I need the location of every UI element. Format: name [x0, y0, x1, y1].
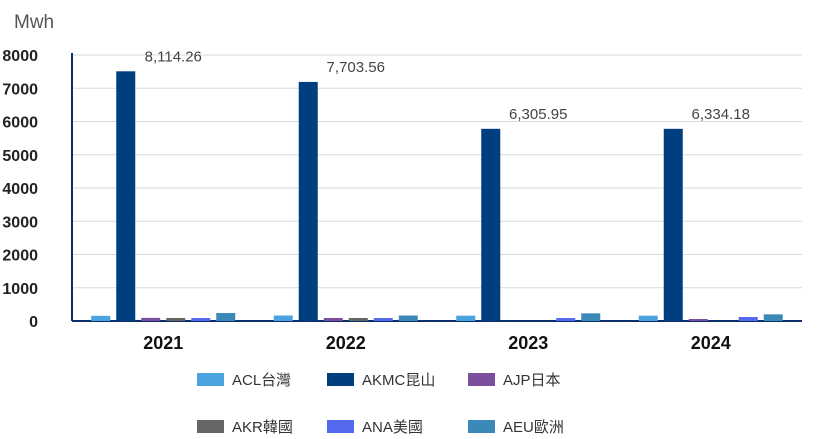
- bar-AKMC昆山-2021: [116, 71, 136, 321]
- bar-AEU歐洲-2021: [216, 313, 236, 321]
- bar-AJP日本-2024: [688, 319, 708, 321]
- bar-ACL台灣-2022: [273, 315, 293, 321]
- bar-AKMC昆山-2023: [481, 128, 501, 321]
- bar-ACL台灣-2021: [91, 315, 111, 321]
- y-tick-label: 8000: [2, 48, 38, 65]
- bar-ACL台灣-2024: [638, 315, 658, 321]
- y-tick-label: 0: [29, 314, 38, 331]
- bar-ACL台灣-2023: [456, 315, 476, 321]
- bar-AKR韓國-2022: [348, 318, 368, 321]
- x-tick-label: 2023: [508, 333, 548, 353]
- y-tick-label: 1000: [2, 281, 38, 298]
- x-tick-label: 2021: [143, 333, 183, 353]
- bar-AJP日本-2021: [141, 317, 161, 321]
- y-tick-label: 5000: [2, 148, 38, 165]
- total-data-label: 6,305.95: [509, 106, 567, 123]
- y-tick-label: 6000: [2, 115, 38, 132]
- y-tick-label: 7000: [2, 81, 38, 98]
- total-data-label: 7,703.56: [327, 59, 385, 76]
- y-unit-label: Mwh: [14, 12, 55, 33]
- x-tick-label: 2024: [691, 333, 731, 353]
- y-tick-label: 3000: [2, 214, 38, 231]
- bar-AJP日本-2022: [323, 318, 343, 321]
- bar-ANA美國-2023: [556, 318, 576, 321]
- bar-AEU歐洲-2023: [581, 313, 601, 321]
- bar-ANA美國-2021: [191, 318, 211, 321]
- bar-ANA美國-2024: [738, 317, 758, 321]
- total-data-label: 6,334.18: [692, 106, 750, 123]
- bar-AEU歐洲-2022: [398, 315, 418, 321]
- total-data-label: 8,114.26: [145, 48, 202, 65]
- bar-ANA美國-2022: [373, 318, 393, 321]
- y-tick-label: 2000: [2, 248, 38, 265]
- bar-AKMC昆山-2024: [663, 128, 683, 321]
- x-tick-label: 2022: [326, 333, 366, 353]
- bar-AKMC昆山-2022: [298, 81, 318, 322]
- bar-AKR韓國-2021: [166, 318, 186, 321]
- bar-AEU歐洲-2024: [763, 314, 783, 321]
- y-tick-label: 4000: [2, 181, 38, 198]
